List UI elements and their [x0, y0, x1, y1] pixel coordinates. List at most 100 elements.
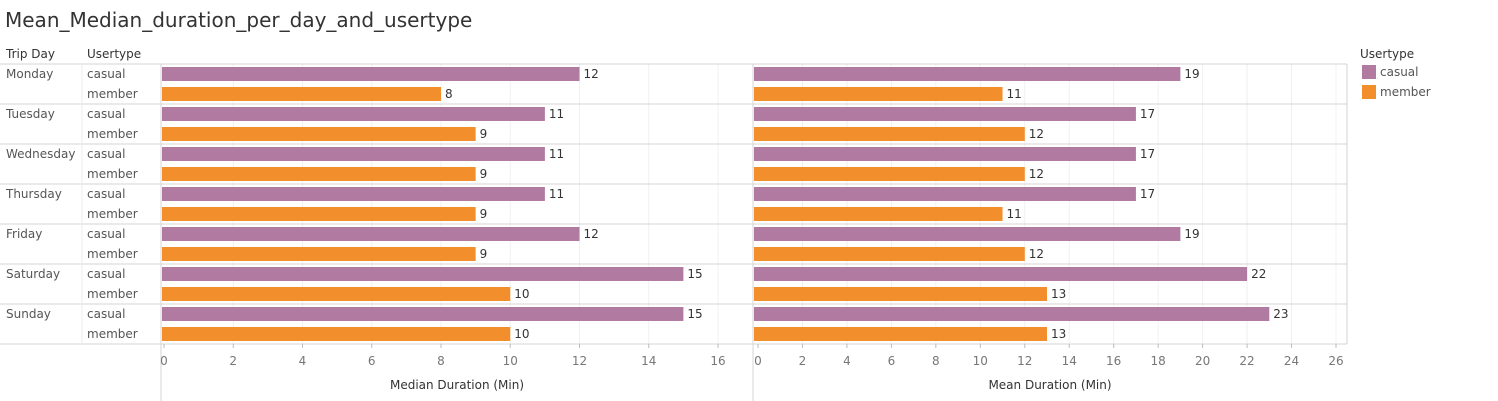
value-label: 12 — [1029, 247, 1044, 261]
bar-casual — [754, 227, 1181, 241]
bar-casual — [162, 227, 580, 241]
value-label: 17 — [1140, 187, 1155, 201]
value-label: 12 — [1029, 127, 1044, 141]
bar-casual — [162, 67, 580, 81]
bar-casual — [162, 267, 684, 281]
tick-label: 14 — [1062, 354, 1077, 368]
bar-member — [754, 167, 1025, 181]
bar-member — [754, 127, 1025, 141]
value-label: 10 — [514, 327, 529, 341]
day-label: Tuesday — [5, 107, 55, 121]
tick-label: 12 — [1017, 354, 1032, 368]
trip-day-header: Trip Day — [6, 47, 55, 61]
day-label: Sunday — [6, 307, 51, 321]
bar-casual — [754, 307, 1270, 321]
bar-member — [162, 207, 476, 221]
usertype-label: casual — [87, 307, 126, 321]
value-label: 9 — [480, 247, 488, 261]
tick-label: 4 — [843, 354, 851, 368]
day-label: Thursday — [5, 187, 62, 201]
tick-label: 26 — [1328, 354, 1343, 368]
usertype-label: member — [87, 287, 138, 301]
value-label: 17 — [1140, 107, 1155, 121]
bar-member — [162, 247, 476, 261]
value-label: 9 — [480, 167, 488, 181]
legend-swatch-casual — [1362, 65, 1376, 79]
value-label: 12 — [584, 67, 599, 81]
tick-label: 2 — [799, 354, 807, 368]
usertype-label: member — [87, 247, 138, 261]
legend: Usertype casual member — [1360, 47, 1431, 99]
usertype-label: casual — [87, 187, 126, 201]
tick-label: 8 — [932, 354, 940, 368]
day-label: Wednesday — [6, 147, 75, 161]
value-label: 19 — [1184, 227, 1199, 241]
day-label: Saturday — [6, 267, 60, 281]
tick-label: 22 — [1239, 354, 1254, 368]
bar-casual — [162, 307, 684, 321]
value-label: 12 — [1029, 167, 1044, 181]
tick-label: 16 — [1106, 354, 1121, 368]
bar-member — [162, 287, 511, 301]
usertype-label: member — [87, 127, 138, 141]
tick-label: 8 — [437, 354, 445, 368]
bar-casual — [162, 187, 545, 201]
value-label: 15 — [687, 267, 702, 281]
axis-label: Median Duration (Min) — [390, 378, 524, 392]
value-label: 11 — [1007, 87, 1022, 101]
value-label: 11 — [1007, 207, 1022, 221]
bar-member — [754, 247, 1025, 261]
usertype-label: casual — [87, 147, 126, 161]
usertype-label: member — [87, 327, 138, 341]
tick-label: 10 — [973, 354, 988, 368]
bar-member — [754, 327, 1047, 341]
tick-label: 0 — [754, 354, 762, 368]
value-label: 15 — [687, 307, 702, 321]
value-label: 13 — [1051, 287, 1066, 301]
usertype-label: casual — [87, 267, 126, 281]
value-label: 19 — [1184, 67, 1199, 81]
bar-casual — [162, 107, 545, 121]
usertype-label: member — [87, 167, 138, 181]
value-label: 11 — [549, 107, 564, 121]
bar-casual — [754, 187, 1136, 201]
usertype-label: casual — [87, 107, 126, 121]
legend-label-casual: casual — [1380, 65, 1419, 79]
axis-label: Mean Duration (Min) — [988, 378, 1111, 392]
bar-member — [754, 87, 1003, 101]
usertype-label: member — [87, 87, 138, 101]
tick-label: 12 — [572, 354, 587, 368]
tick-label: 6 — [888, 354, 896, 368]
value-label: 8 — [445, 87, 453, 101]
tick-label: 4 — [299, 354, 307, 368]
tick-label: 6 — [368, 354, 376, 368]
bar-member — [754, 207, 1003, 221]
chart-title: Mean_Median_duration_per_day_and_usertyp… — [5, 8, 473, 32]
tick-label: 2 — [229, 354, 237, 368]
value-label: 9 — [480, 127, 488, 141]
value-label: 17 — [1140, 147, 1155, 161]
legend-label-member: member — [1380, 85, 1431, 99]
value-label: 9 — [480, 207, 488, 221]
tick-label: 18 — [1151, 354, 1166, 368]
value-label: 12 — [584, 227, 599, 241]
value-label: 22 — [1251, 267, 1266, 281]
value-label: 10 — [514, 287, 529, 301]
tick-label: 20 — [1195, 354, 1210, 368]
tick-label: 14 — [641, 354, 656, 368]
bar-member — [754, 287, 1047, 301]
day-label: Friday — [6, 227, 42, 241]
bar-casual — [754, 147, 1136, 161]
usertype-header: Usertype — [87, 47, 142, 61]
tick-label: 16 — [710, 354, 725, 368]
value-label: 11 — [549, 187, 564, 201]
usertype-label: member — [87, 207, 138, 221]
bar-member — [162, 127, 476, 141]
bar-member — [162, 167, 476, 181]
day-label: Monday — [6, 67, 53, 81]
legend-swatch-member — [1362, 85, 1376, 99]
bar-casual — [162, 147, 545, 161]
bar-member — [162, 87, 441, 101]
tick-label: 0 — [160, 354, 168, 368]
